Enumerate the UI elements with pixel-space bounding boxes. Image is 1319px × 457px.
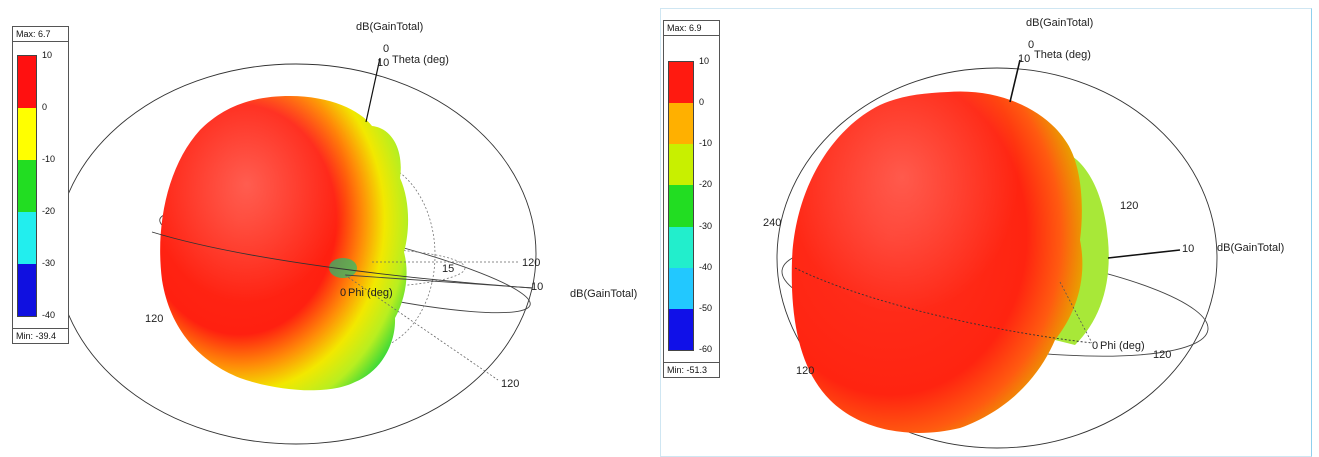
- sphere-outline: [776, 67, 1218, 449]
- legend-tick-label: 10: [699, 56, 710, 66]
- legend-color-band: [669, 62, 693, 104]
- legend-tick-label: -40: [42, 310, 56, 320]
- legend-tick-label: -20: [699, 179, 713, 190]
- x-axis: [1107, 249, 1181, 259]
- legend-color-band: [669, 226, 693, 268]
- ring-label: 120: [1120, 200, 1138, 212]
- legend-color-band: [18, 160, 36, 212]
- legend-scale: [668, 61, 694, 351]
- legend-tick-label: -60: [699, 344, 713, 354]
- ring-label: 120: [522, 257, 540, 269]
- legend-max: Max: 6.9: [664, 21, 719, 36]
- legend-color-band: [18, 56, 36, 108]
- quantity-label: dB(GainTotal): [1217, 242, 1284, 254]
- legend-color-band: [669, 267, 693, 309]
- ring-label: 15: [442, 263, 454, 275]
- legend-tick-label: 0: [699, 97, 705, 108]
- legend-scale: [17, 55, 37, 317]
- legend-tick-label: -40: [699, 261, 713, 272]
- ring-label: 10: [1018, 53, 1030, 65]
- color-legend: Max: 6.9 10 0 -10 -20 -30 -40 -50 -60 Min: -51.…: [663, 20, 720, 378]
- phi-axis-label: Phi (deg): [348, 287, 393, 299]
- legend-tick-label: -30: [699, 220, 713, 231]
- theta-axis-label: Theta (deg): [1034, 49, 1091, 61]
- legend-tick-label: -10: [42, 154, 56, 164]
- ring-label: 10: [1182, 243, 1194, 255]
- legend-color-band: [18, 108, 36, 160]
- theta-axis-label: Theta (deg): [392, 54, 449, 66]
- legend-tick-label: 10: [42, 50, 53, 60]
- legend-tick-label: -10: [699, 138, 713, 149]
- ring-label: 120: [796, 365, 814, 377]
- theta-axis: [1009, 59, 1021, 103]
- phi-axis: [1059, 281, 1093, 344]
- pattern-plot-2: dB(GainTotal) 0 10 Theta (deg) 120 240 1…: [763, 17, 1284, 449]
- phi-zero-label: 0: [1092, 340, 1098, 352]
- pattern-plot-1: dB(GainTotal) 0 10 Theta (deg) 15 120 12…: [55, 21, 637, 445]
- plot-title: dB(GainTotal): [356, 21, 423, 33]
- legend-tick-label: 0: [42, 102, 48, 112]
- legend-color-band: [669, 144, 693, 186]
- ring-label: 10: [531, 281, 543, 293]
- quantity-label: dB(GainTotal): [570, 288, 637, 300]
- ring-label: 120: [145, 313, 163, 325]
- legend-color-band: [18, 212, 36, 264]
- ring-label: 120: [1153, 349, 1171, 361]
- phi-axis: [344, 274, 534, 289]
- plot-title: dB(GainTotal): [1026, 17, 1093, 29]
- ring-label: 120: [501, 378, 519, 390]
- legend-max: Max: 6.7: [13, 27, 68, 42]
- phi-axis-label: Phi (deg): [1100, 340, 1145, 352]
- legend-color-band: [669, 185, 693, 227]
- theta-zero-label: 0: [383, 43, 389, 55]
- legend-color-band: [18, 264, 36, 316]
- legend-min: Min: -51.3: [664, 362, 719, 377]
- legend-tick-label: -50: [699, 302, 713, 313]
- phi-zero-label: 0: [340, 287, 346, 299]
- ring-label: 10: [377, 57, 389, 69]
- legend-tick-label: -30: [42, 258, 56, 268]
- lobe-null: [329, 258, 357, 278]
- legend-min: Min: -39.4: [13, 328, 68, 343]
- legend-color-band: [669, 103, 693, 145]
- radiation-pattern-panel-2: dB(GainTotal) 0 10 Theta (deg) 120 240 1…: [660, 0, 1319, 457]
- color-legend: Max: 6.7 10 0 -10 -20 -30 -40 Min: -39.4: [12, 26, 69, 344]
- legend-color-band: [669, 308, 693, 350]
- ring-label: 240: [763, 217, 781, 229]
- theta-axis: [365, 57, 381, 123]
- radiation-pattern-panel-1: dB(GainTotal) 0 10 Theta (deg) 15 120 12…: [12, 21, 637, 445]
- theta-zero-label: 0: [1028, 39, 1034, 51]
- legend-tick-label: -20: [42, 206, 56, 216]
